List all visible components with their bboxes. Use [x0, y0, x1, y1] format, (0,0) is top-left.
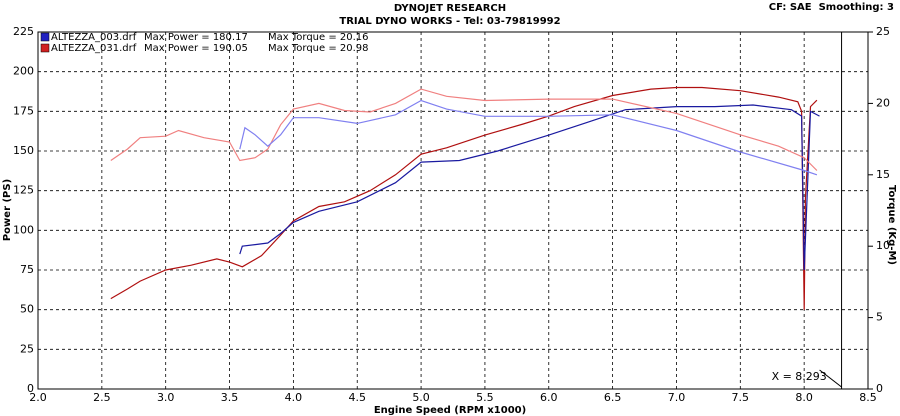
legend-swatch [40, 43, 50, 53]
y-tick-label: 200 [13, 65, 34, 78]
x-tick-label: 7.0 [668, 391, 686, 404]
series-line [110, 88, 818, 171]
annotation: X = 8.293 [772, 370, 827, 383]
legend-torque: Max Torque = 20.16 [268, 32, 369, 43]
legend-power: Max Power = 190.05 [144, 43, 248, 54]
y-tick-label: 25 [20, 342, 34, 355]
x-tick-label: 4.5 [348, 391, 366, 404]
chart-subtitle: TRIAL DYNO WORKS - Tel: 03-79819992 [339, 16, 560, 27]
y2-tick-label: 0 [876, 382, 883, 395]
y2-tick-label: 25 [876, 25, 890, 38]
x-tick-label: 8.0 [795, 391, 813, 404]
x-tick-label: 4.0 [285, 391, 303, 404]
y-tick-label: 150 [13, 144, 34, 157]
corner-note: CF: SAE Smoothing: 3 [769, 2, 894, 13]
y-tick-label: 225 [13, 25, 34, 38]
legend-file: ALTEZZA_003.drf [51, 32, 137, 43]
y2-axis-title: Torque (Kg-M) [886, 185, 897, 265]
series-line [239, 104, 820, 271]
x-tick-label: 3.5 [221, 391, 239, 404]
legend-torque: Max Torque = 20.98 [268, 43, 369, 54]
y-tick-label: 50 [20, 303, 34, 316]
x-tick-label: 8.5 [859, 391, 877, 404]
x-tick-label: 7.5 [732, 391, 750, 404]
x-tick-label: 3.0 [157, 391, 175, 404]
annotation-leader [819, 369, 842, 388]
x-tick-label: 6.5 [604, 391, 622, 404]
x-tick-label: 2.0 [29, 391, 47, 404]
y-tick-label: 125 [13, 184, 34, 197]
plot-frame [37, 31, 869, 390]
chart-title: DYNOJET RESEARCH [394, 3, 506, 14]
y-tick-label: 0 [27, 382, 34, 395]
series-line [110, 86, 818, 310]
y-tick-label: 75 [20, 263, 34, 276]
legend-power: Max Power = 180.17 [144, 32, 248, 43]
y-axis-title: Power (PS) [2, 179, 13, 241]
y2-tick-label: 20 [876, 96, 890, 109]
x-axis-title: Engine Speed (RPM x1000) [374, 405, 526, 416]
x-tick-label: 6.0 [540, 391, 558, 404]
y2-tick-label: 15 [876, 168, 890, 181]
y-tick-label: 100 [13, 223, 34, 236]
legend-swatch [40, 32, 50, 42]
y2-tick-label: 10 [876, 239, 890, 252]
x-tick-label: 5.5 [476, 391, 494, 404]
series-line [239, 99, 818, 176]
y2-tick-label: 5 [876, 311, 883, 324]
legend-file: ALTEZZA_031.drf [51, 43, 137, 54]
y-tick-label: 175 [13, 104, 34, 117]
x-tick-label: 5.0 [412, 391, 430, 404]
x-tick-label: 2.5 [93, 391, 111, 404]
